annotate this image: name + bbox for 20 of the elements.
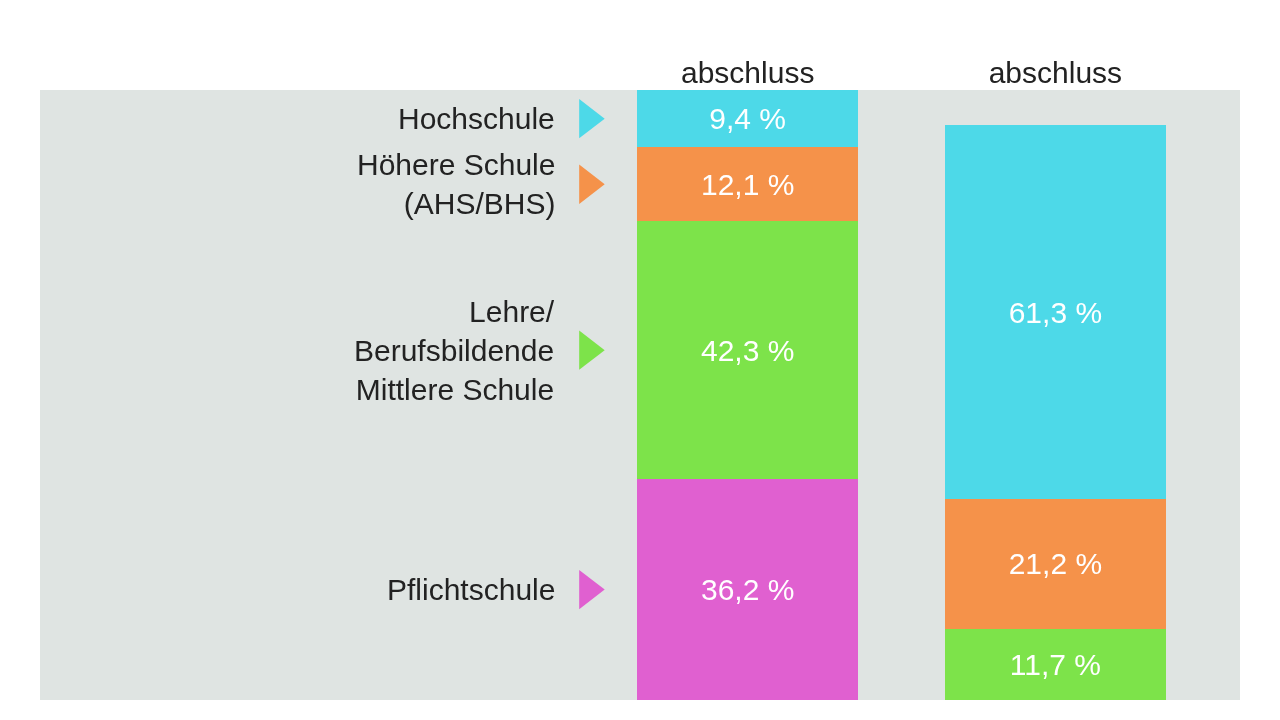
bar <box>636 147 859 222</box>
data-label: 9,4 % <box>709 102 787 136</box>
bar <box>944 125 1167 500</box>
data-label: 21,2 % <box>1008 547 1103 581</box>
bar <box>944 628 1167 700</box>
legend-label: Pflichtschule <box>387 573 556 606</box>
data-label: 12,1 % <box>700 167 795 201</box>
bar <box>636 221 859 480</box>
legend-label: Lehre/ Berufsbildende Mittlere Schule <box>354 295 555 406</box>
bar <box>636 479 859 700</box>
data-label: 36,2 % <box>700 573 795 607</box>
x-tick-label: abschluss <box>680 56 815 89</box>
data-label: 61,3 % <box>1008 295 1103 329</box>
data-label: 11,7 % <box>1009 647 1101 681</box>
legend-label: Höhere Schule (AHS/BHS) <box>357 148 556 220</box>
bar <box>944 499 1167 629</box>
legend-label: Hochschule <box>398 102 555 135</box>
bar <box>636 90 859 148</box>
data-label: 42,3 % <box>700 333 795 367</box>
x-tick-label: abschluss <box>988 56 1123 89</box>
